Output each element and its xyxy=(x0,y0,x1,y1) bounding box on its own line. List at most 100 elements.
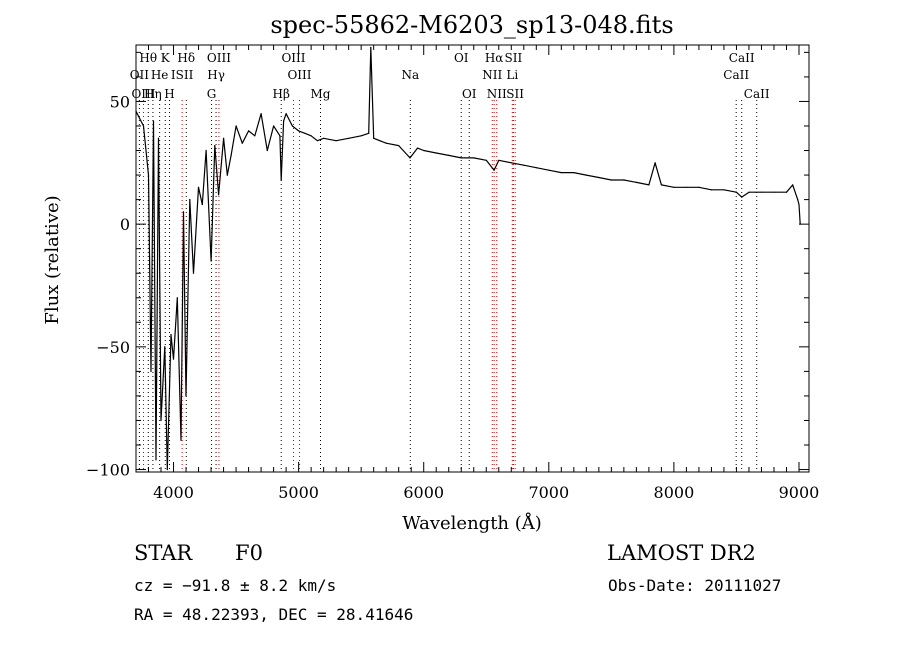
annotation-label: H xyxy=(164,87,174,101)
spectrum-point xyxy=(673,186,675,188)
spectrum-point xyxy=(218,194,220,196)
object-subclass: F0 xyxy=(235,541,263,565)
spectrum-point xyxy=(473,157,475,159)
annotation-label: OIII xyxy=(287,68,311,82)
spectrum-point xyxy=(654,162,656,164)
spectrum-point xyxy=(260,113,262,115)
spectrum-series xyxy=(135,46,801,471)
survey-name: LAMOST DR2 xyxy=(607,541,756,565)
spectrum-point xyxy=(147,174,150,176)
y-tick-label: −100 xyxy=(86,461,130,480)
spectrum-point xyxy=(182,211,185,213)
spectrum-point xyxy=(623,179,625,181)
spectrum-point xyxy=(360,135,362,137)
spectrum-point xyxy=(291,125,293,127)
y-axis-ticks: −100 −50 0 50 xyxy=(86,51,809,480)
spectrum-point xyxy=(142,125,145,127)
spectrum-point xyxy=(798,203,800,206)
spectrum-point xyxy=(210,260,212,262)
spectrum-point xyxy=(741,196,743,198)
x-axis-label: Wavelength (Å) xyxy=(402,512,542,534)
spectrum-point xyxy=(348,137,350,139)
spectrum-point xyxy=(698,186,700,188)
annotation-label: OIII xyxy=(131,87,155,101)
spectrum-point xyxy=(157,137,160,139)
spectrum-point xyxy=(723,189,725,191)
spectrum-point xyxy=(180,439,182,441)
spectrum-point xyxy=(735,191,738,193)
annotation-label: CaII xyxy=(744,87,770,101)
spectrum-point xyxy=(335,140,337,142)
spectrum-point xyxy=(214,145,216,147)
spectrum-point xyxy=(398,145,400,147)
annotation-label: Li xyxy=(506,68,518,82)
spectrum-point xyxy=(416,147,419,149)
spectrum-point xyxy=(370,46,372,49)
annotation-label: CaII xyxy=(729,51,755,65)
spectrum-point xyxy=(785,191,788,193)
spectrum-point xyxy=(280,179,282,181)
spectrum-point xyxy=(170,334,172,336)
spectrum-point xyxy=(748,191,750,193)
annotation-label: G xyxy=(207,87,217,101)
annotation-label: Hδ xyxy=(177,51,195,65)
annotation-label: Hα xyxy=(485,51,504,65)
x-tick-label: 7000 xyxy=(528,483,569,502)
spectrum-point xyxy=(273,125,275,127)
spectrum-point xyxy=(160,419,162,422)
spectrum-point xyxy=(189,199,191,201)
velocity-readout: cz = −91.8 ± 8.2 km/s xyxy=(134,576,336,595)
spectrum-line xyxy=(135,46,801,471)
coordinates: RA = 48.22393, DEC = 28.41646 xyxy=(134,605,413,624)
spectrum-point xyxy=(235,125,237,127)
spectrum-point xyxy=(409,157,411,159)
x-axis-ticks: 4000 5000 6000 7000 8000 9000 xyxy=(135,45,820,502)
y-tick-label: −50 xyxy=(96,338,130,357)
spectrum-point xyxy=(598,176,600,179)
annotation-label: K xyxy=(161,51,171,65)
annotation-label: Hγ xyxy=(207,68,225,82)
spectrum-point xyxy=(610,179,613,181)
spectrum-point xyxy=(248,130,250,132)
chart-title: spec-55862-M6203_sp13-048.fits xyxy=(270,11,673,39)
spectrum-point xyxy=(535,167,537,169)
spectrum-point xyxy=(685,186,688,188)
y-tick-label: 50 xyxy=(110,92,130,111)
spectrum-point xyxy=(155,459,157,461)
spectrum-point xyxy=(510,162,512,164)
spectrum-point xyxy=(548,169,550,171)
spectrum-point xyxy=(164,346,166,348)
spectrum-point xyxy=(226,174,228,176)
spectrum-point xyxy=(201,203,203,206)
annotation-label: OI xyxy=(454,51,469,65)
spectrum-point xyxy=(368,132,370,134)
spectrum-point xyxy=(304,132,306,134)
spectrum-point xyxy=(316,140,318,142)
spectrum-point xyxy=(560,172,562,174)
spectrum-point xyxy=(283,120,285,122)
spectrum-point xyxy=(773,191,775,193)
obs-date: Obs-Date: 20111027 xyxy=(608,576,781,595)
spectrum-point xyxy=(585,174,587,176)
object-class: STAR xyxy=(134,541,193,565)
spectrum-point xyxy=(648,184,650,186)
spectrum-point xyxy=(710,189,713,191)
annotation-label: Hη xyxy=(144,87,162,101)
spectrum-point xyxy=(285,113,287,115)
spectrum-point xyxy=(166,468,168,471)
spectrum-point xyxy=(760,191,763,193)
annotation-label: Mg xyxy=(311,87,331,101)
spectrum-point xyxy=(152,120,155,122)
spectrum-point xyxy=(323,137,325,139)
x-tick-label: 9000 xyxy=(779,483,820,502)
spectrum-point xyxy=(298,130,300,132)
spectrum-point xyxy=(241,142,243,144)
spectrum-point xyxy=(448,154,450,156)
spectrum-point xyxy=(373,137,375,139)
spectrum-point xyxy=(176,297,178,299)
spectrum-point xyxy=(460,157,462,159)
spectrum-point xyxy=(635,181,638,183)
spectrum-point xyxy=(150,370,152,372)
annotation-label: NII xyxy=(482,68,502,82)
